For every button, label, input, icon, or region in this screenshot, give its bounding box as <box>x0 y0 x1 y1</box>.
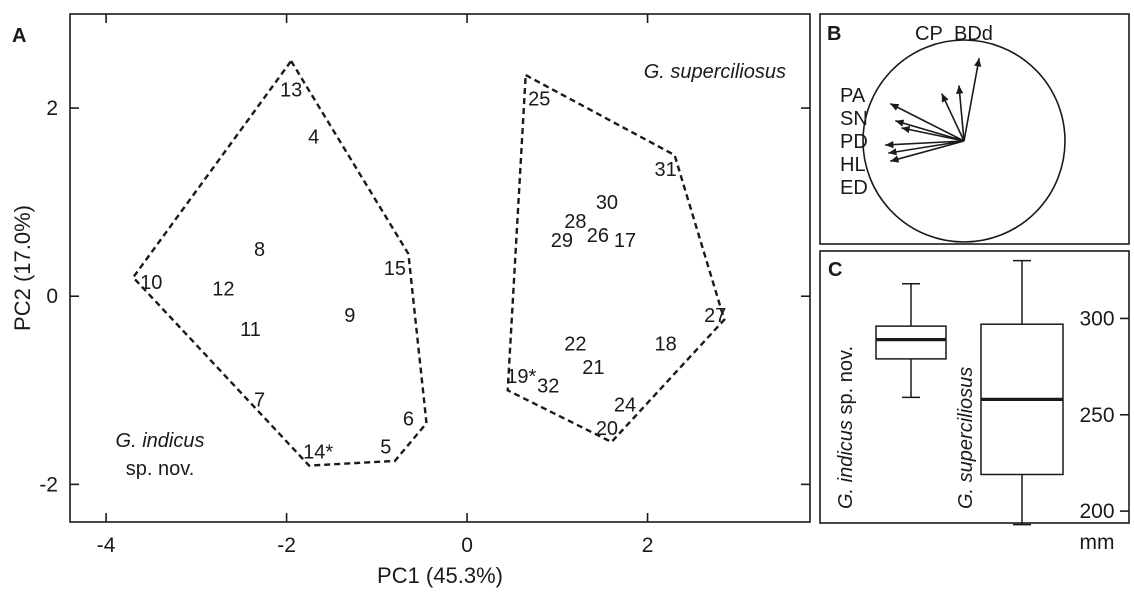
point-label-1-4: 29 <box>551 230 573 252</box>
point-label-1-14: 20 <box>596 418 618 440</box>
vector-line-7 <box>888 140 965 154</box>
box-label-superciliosus: G. superciliosus <box>955 367 977 509</box>
point-label-0-8: 7 <box>254 390 265 412</box>
point-label-0-1: 4 <box>308 126 319 148</box>
panel-a-letter: A <box>12 25 26 47</box>
group-label-indicus-spnov: sp. nov. <box>126 458 195 480</box>
point-label-0-4: 12 <box>212 279 234 301</box>
vector-line-1 <box>958 85 965 142</box>
loading-label-sn: SN <box>840 108 868 130</box>
box-label-indicus-name: G. indicus <box>835 420 857 509</box>
vector-head-1 <box>956 85 964 94</box>
boxplots <box>875 259 1064 526</box>
point-label-1-12: 32 <box>537 376 559 398</box>
vector-head-4 <box>895 119 905 127</box>
vector-line-4 <box>895 120 965 142</box>
point-label-0-11: 14* <box>303 441 333 463</box>
vector-head-8 <box>890 155 900 163</box>
loading-label-pd: PD <box>840 131 868 153</box>
vector-line-8 <box>890 140 965 162</box>
vector-head-0 <box>974 58 982 67</box>
vector-head-3 <box>890 103 900 111</box>
loading-label-ed: ED <box>840 177 868 199</box>
panel-c-ticks: 200 250 300 <box>1079 307 1129 523</box>
group-label-superciliosus: G. superciliosus <box>644 61 786 83</box>
panel-a-scatter: A -4 -2 0 2 -2 0 2 13 4 8 10 12 15 9 11 7 65 14* 25 31 30 28… <box>10 13 811 588</box>
panel-a-frame <box>69 13 811 523</box>
loading-label-cp: CP <box>915 23 943 45</box>
c-tick-label-2: 300 <box>1079 307 1114 330</box>
panel-b-loadings: B CP BDd PA SN PD HL ED <box>819 13 1130 245</box>
vector-head-2 <box>941 93 949 103</box>
vector-line-2 <box>941 93 965 142</box>
vector-line-5 <box>901 127 965 142</box>
panel-c-boxplot: C 200 250 300 mm G. indicus sp. nov. G. su… <box>819 250 1130 554</box>
vector-head-6 <box>885 141 894 149</box>
panel-c-frame <box>819 250 1130 524</box>
y-axis-title: PC2 (17.0%) <box>10 205 35 331</box>
vector-head-5 <box>901 126 911 134</box>
hull-series-0 <box>131 58 428 467</box>
point-label-1-13: 24 <box>614 394 636 416</box>
point-label-0-2: 8 <box>254 239 265 261</box>
point-label-1-9: 18 <box>654 333 676 355</box>
x-tick-label-3: 2 <box>642 534 654 557</box>
box-label-indicus-spnov: sp. nov. <box>835 346 857 415</box>
box-0 <box>875 325 947 360</box>
point-label-1-0: 25 <box>528 89 550 111</box>
loading-label-bdd: BDd <box>954 23 993 45</box>
point-label-0-3: 10 <box>140 272 162 294</box>
correlation-circle <box>862 39 1066 243</box>
loading-label-hl: HL <box>840 154 866 176</box>
point-label-0-9: 6 <box>403 409 414 431</box>
vector-line-3 <box>889 102 965 142</box>
y-tick-label-2: 2 <box>46 97 58 120</box>
point-label-1-2: 30 <box>596 192 618 214</box>
point-label-1-3: 28 <box>564 211 586 233</box>
vector-line-0 <box>963 58 980 142</box>
point-label-1-1: 31 <box>654 159 676 181</box>
box-label-indicus: G. indicus sp. nov. <box>835 346 857 509</box>
c-tick-label-0: 200 <box>1079 500 1114 523</box>
loading-label-pa: PA <box>840 85 866 107</box>
hull-series-1 <box>506 73 726 444</box>
x-tick-label-1: -2 <box>277 534 296 557</box>
panel-c-letter: C <box>828 259 842 281</box>
point-label-1-11: 19* <box>506 366 536 388</box>
point-label-0-5: 15 <box>384 258 406 280</box>
unit-label: mm <box>1080 531 1115 554</box>
vector-head-7 <box>888 148 897 156</box>
point-label-1-5: 26 <box>587 225 609 247</box>
point-label-0-6: 9 <box>344 305 355 327</box>
point-label-0-0: 13 <box>280 79 302 101</box>
x-tick-label-2: 0 <box>461 534 473 557</box>
point-label-1-8: 22 <box>564 333 586 355</box>
panel-a-hulls <box>131 58 726 467</box>
panel-b-letter: B <box>827 23 841 45</box>
c-tick-label-1: 250 <box>1079 404 1114 427</box>
point-label-1-10: 21 <box>582 357 604 379</box>
point-label-0-7: 11 <box>240 319 261 341</box>
group-label-indicus: G. indicus <box>116 430 205 452</box>
x-axis-title: PC1 (45.3%) <box>377 563 503 588</box>
point-label-1-7: 27 <box>704 305 726 327</box>
loading-vectors <box>885 58 982 163</box>
x-tick-label-0: -4 <box>97 534 116 557</box>
point-label-0-10: 5 <box>380 437 391 459</box>
panel-a-ticks: -4 -2 0 2 -2 0 2 <box>39 14 810 557</box>
y-tick-label-1: 0 <box>46 285 58 308</box>
vector-line-6 <box>885 140 965 146</box>
panel-b-frame <box>819 13 1130 245</box>
point-label-1-6: 17 <box>614 230 636 252</box>
y-tick-label-0: -2 <box>39 473 58 496</box>
